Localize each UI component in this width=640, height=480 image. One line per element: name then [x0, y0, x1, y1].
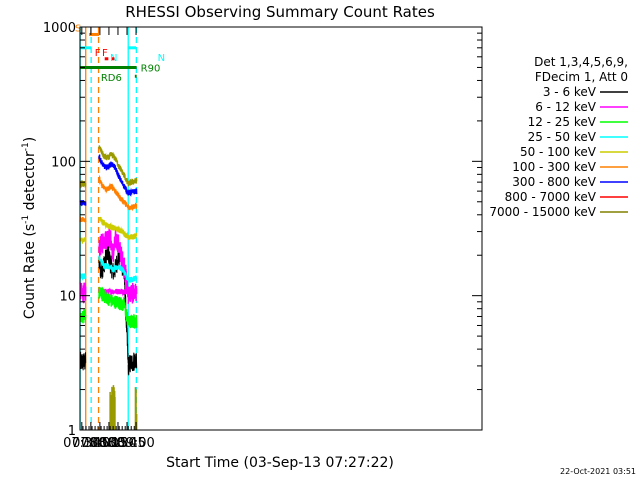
y-axis: 1 10 100 1000	[43, 21, 482, 439]
series-line-5	[98, 216, 125, 236]
x-tick-label: 08:15	[90, 436, 127, 451]
legend-label: 800 - 7000 keV	[505, 190, 597, 204]
y-tick-label: 1000	[43, 21, 76, 36]
series-line-4	[123, 270, 129, 282]
series-line-7	[127, 187, 138, 197]
series-line-6	[123, 200, 129, 210]
flag-label-s: S	[75, 23, 81, 34]
series-line-0	[127, 352, 138, 376]
series-line-8	[127, 177, 138, 187]
series-line-4	[127, 275, 138, 283]
series-line-6	[79, 216, 87, 223]
x-tick-label: 09:00	[117, 436, 154, 451]
flag-label-f: F	[102, 48, 108, 59]
x-axis-label: Start Time (03-Sep-13 07:27:22)	[166, 455, 394, 471]
series-line-3	[98, 286, 125, 311]
y-tick-label: 10	[59, 290, 76, 305]
flag-label-n: N	[158, 53, 165, 64]
flag-label-rd6: RD6	[101, 73, 122, 84]
series-line-1	[98, 227, 125, 276]
legend-label: 50 - 100 keV	[520, 145, 597, 159]
legend: Det 1,3,4,5,6,9, FDecim 1, Att 0 3 - 6 k…	[489, 55, 628, 219]
series-line-4	[98, 255, 125, 275]
flag-label-f: F	[95, 48, 101, 59]
generation-timestamp: 22-Oct-2021 03:51	[560, 467, 636, 476]
plot-frame	[79, 26, 483, 431]
series-line-7	[98, 154, 125, 189]
series-line-4	[79, 273, 87, 281]
legend-label: 12 - 25 keV	[528, 115, 597, 129]
flag-label-r90: R90	[141, 63, 161, 74]
legend-label: 25 - 50 keV	[528, 130, 597, 144]
series-line-6	[98, 174, 125, 206]
series-line-3	[127, 313, 138, 330]
series-line-3	[123, 302, 129, 326]
chart-title: RHESSI Observing Summary Count Rates	[125, 3, 435, 21]
series-line-6	[127, 202, 138, 212]
legend-header-line-2: FDecim 1, Att 0	[535, 70, 628, 84]
series-line-5	[127, 232, 138, 241]
series-line-0	[123, 266, 129, 364]
series-line-2	[123, 288, 129, 295]
legend-label: 300 - 800 keV	[512, 175, 596, 189]
series-line-5	[79, 237, 87, 245]
series-line-8	[98, 144, 125, 178]
legend-label: 100 - 300 keV	[512, 160, 596, 174]
legend-label: 7000 - 15000 keV	[489, 205, 596, 219]
series-layer	[79, 144, 138, 430]
y-tick-label: 1	[68, 424, 76, 439]
x-tick-label: 08:30	[99, 436, 136, 451]
series-line-5	[123, 231, 129, 239]
series-line-0	[79, 351, 87, 371]
series-line-1	[79, 282, 87, 304]
x-tick-label: 08:45	[108, 436, 145, 451]
series-line-8	[79, 179, 87, 189]
y-axis-label: Count Rate (s-1 detector-1)	[21, 137, 38, 319]
y-tick-label: 100	[51, 155, 76, 170]
legend-label: 6 - 12 keV	[535, 100, 597, 114]
x-tick-label: 07:30	[63, 436, 100, 451]
series-line-2	[79, 286, 87, 295]
x-tick-label: 08:00	[81, 436, 118, 451]
series-line-2	[127, 288, 138, 296]
legend-header-line-1: Det 1,3,4,5,6,9,	[534, 55, 628, 69]
series-line-3	[79, 308, 87, 324]
x-tick-label: 07:45	[72, 436, 109, 451]
legend-label: 3 - 6 keV	[543, 85, 597, 99]
